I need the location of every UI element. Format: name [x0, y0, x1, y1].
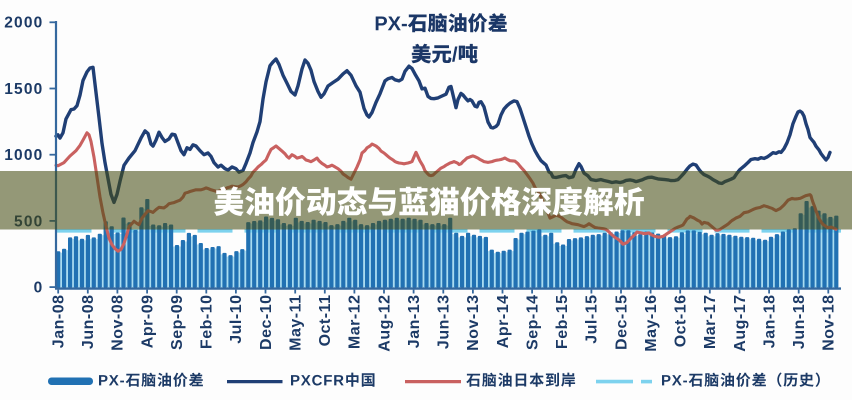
svg-text:2000: 2000 [4, 15, 43, 32]
svg-text:Jun-13: Jun-13 [436, 295, 453, 350]
svg-text:Dec-15: Dec-15 [613, 295, 630, 350]
svg-text:Apr-14: Apr-14 [495, 295, 512, 349]
svg-text:Oct-16: Oct-16 [673, 295, 690, 348]
svg-text:Jan-08: Jan-08 [51, 295, 68, 349]
svg-text:Feb-10: Feb-10 [199, 295, 216, 350]
svg-text:Jul-10: Jul-10 [228, 295, 245, 344]
svg-text:Apr-09: Apr-09 [139, 295, 156, 349]
svg-text:Nov-13: Nov-13 [465, 295, 482, 351]
svg-text:Feb-15: Feb-15 [554, 295, 571, 350]
svg-text:Nov-08: Nov-08 [110, 295, 127, 351]
svg-text:Jun-08: Jun-08 [80, 295, 97, 350]
svg-text:0: 0 [34, 280, 44, 297]
svg-text:1500: 1500 [4, 81, 43, 98]
svg-text:May-11: May-11 [288, 295, 305, 351]
svg-text:Aug-12: Aug-12 [376, 295, 393, 352]
svg-text:Aug-17: Aug-17 [732, 295, 749, 352]
svg-text:Oct-11: Oct-11 [317, 295, 334, 347]
svg-text:Mar-12: Mar-12 [347, 295, 364, 350]
svg-text:Jan-13: Jan-13 [406, 295, 423, 349]
svg-text:Jan-18: Jan-18 [761, 295, 778, 349]
svg-text:Nov-18: Nov-18 [821, 295, 838, 351]
svg-text:1000: 1000 [4, 147, 43, 164]
svg-text:Jun-18: Jun-18 [791, 295, 808, 350]
svg-text:Sep-14: Sep-14 [524, 295, 541, 350]
svg-text:Sep-09: Sep-09 [169, 295, 186, 350]
svg-text:Dec-10: Dec-10 [258, 295, 275, 350]
svg-text:Mar-17: Mar-17 [702, 295, 719, 350]
svg-text:Jul-15: Jul-15 [584, 295, 601, 344]
svg-text:May-16: May-16 [643, 295, 660, 352]
